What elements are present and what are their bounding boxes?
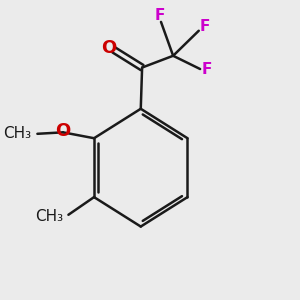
Text: O: O	[56, 122, 70, 140]
Text: CH₃: CH₃	[3, 126, 32, 141]
Text: F: F	[201, 61, 212, 76]
Text: O: O	[101, 38, 117, 56]
Text: F: F	[154, 8, 165, 23]
Text: CH₃: CH₃	[35, 209, 64, 224]
Text: F: F	[200, 19, 210, 34]
